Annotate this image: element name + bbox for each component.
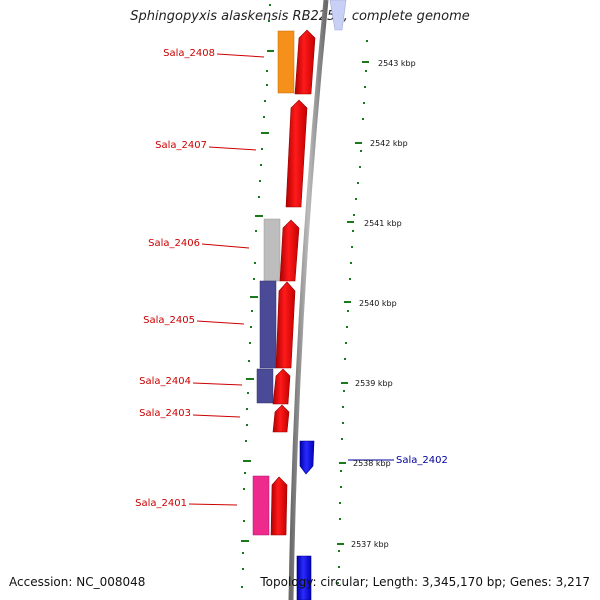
gene-labels: Sala_2408 Sala_2407 Sala_2406 Sala_2405 …: [135, 48, 448, 509]
gene-label[interactable]: Sala_2408: [163, 48, 215, 59]
gene-label[interactable]: Sala_2404: [139, 376, 191, 387]
cog-block-sala-2404: [256, 368, 274, 404]
gene-arrow-prev-reverse[interactable]: [329, 0, 347, 31]
gene-label[interactable]: Sala_2402: [396, 455, 448, 466]
map-title: Sphingopyxis alaskensis RB2256, complete…: [130, 9, 470, 24]
gene-label[interactable]: Sala_2403: [139, 408, 191, 419]
gene-label[interactable]: Sala_2407: [155, 140, 207, 151]
gene-arrow-sala-2402[interactable]: [299, 440, 315, 475]
gene-arrow-sala-2407[interactable]: [285, 99, 308, 208]
cog-block-sala-2406: [263, 218, 281, 282]
inner-dot-ring: [241, 4, 271, 588]
gene-arrow-sala-2408[interactable]: [294, 29, 316, 95]
accession-text: Accession: NC_008048: [9, 575, 146, 589]
tick-label: 2540 kbp: [359, 299, 397, 308]
reverse-strand-genes: [296, 0, 347, 600]
forward-strand-genes: [270, 29, 316, 536]
gene-arrow-next-reverse[interactable]: [296, 555, 312, 600]
cog-blocks: [252, 30, 295, 536]
outer-tick-dashes: [337, 61, 369, 545]
gene-label[interactable]: Sala_2405: [143, 315, 195, 326]
gene-label[interactable]: Sala_2406: [148, 238, 200, 249]
gene-arrow-sala-2401[interactable]: [270, 476, 288, 536]
genome-backbone: [288, 0, 329, 600]
tick-label: 2542 kbp: [370, 139, 408, 148]
gene-arrow-sala-2406[interactable]: [279, 219, 300, 282]
tick-label: 2538 kbp: [353, 459, 391, 468]
tick-label: 2539 kbp: [355, 379, 393, 388]
tick-label: 2543 kbp: [378, 59, 416, 68]
tick-labels: 2543 kbp 2542 kbp 2541 kbp 2540 kbp 2539…: [351, 59, 416, 549]
gene-arrow-sala-2404[interactable]: [272, 368, 291, 405]
tick-label: 2537 kbp: [351, 540, 389, 549]
label-leaders: [188, 53, 394, 506]
gene-arrow-sala-2403[interactable]: [272, 404, 290, 433]
cog-block-sala-2401: [252, 475, 270, 536]
inner-tick-dashes: [241, 50, 274, 542]
gene-label[interactable]: Sala_2401: [135, 498, 187, 509]
gene-arrow-sala-2405[interactable]: [275, 281, 296, 369]
tick-label: 2541 kbp: [364, 219, 402, 228]
genome-summary-text: Topology: circular; Length: 3,345,170 bp…: [260, 575, 590, 589]
cog-block-sala-2408: [277, 30, 295, 94]
outer-dot-ring: [337, 40, 368, 584]
cog-block-sala-2405: [259, 280, 277, 369]
